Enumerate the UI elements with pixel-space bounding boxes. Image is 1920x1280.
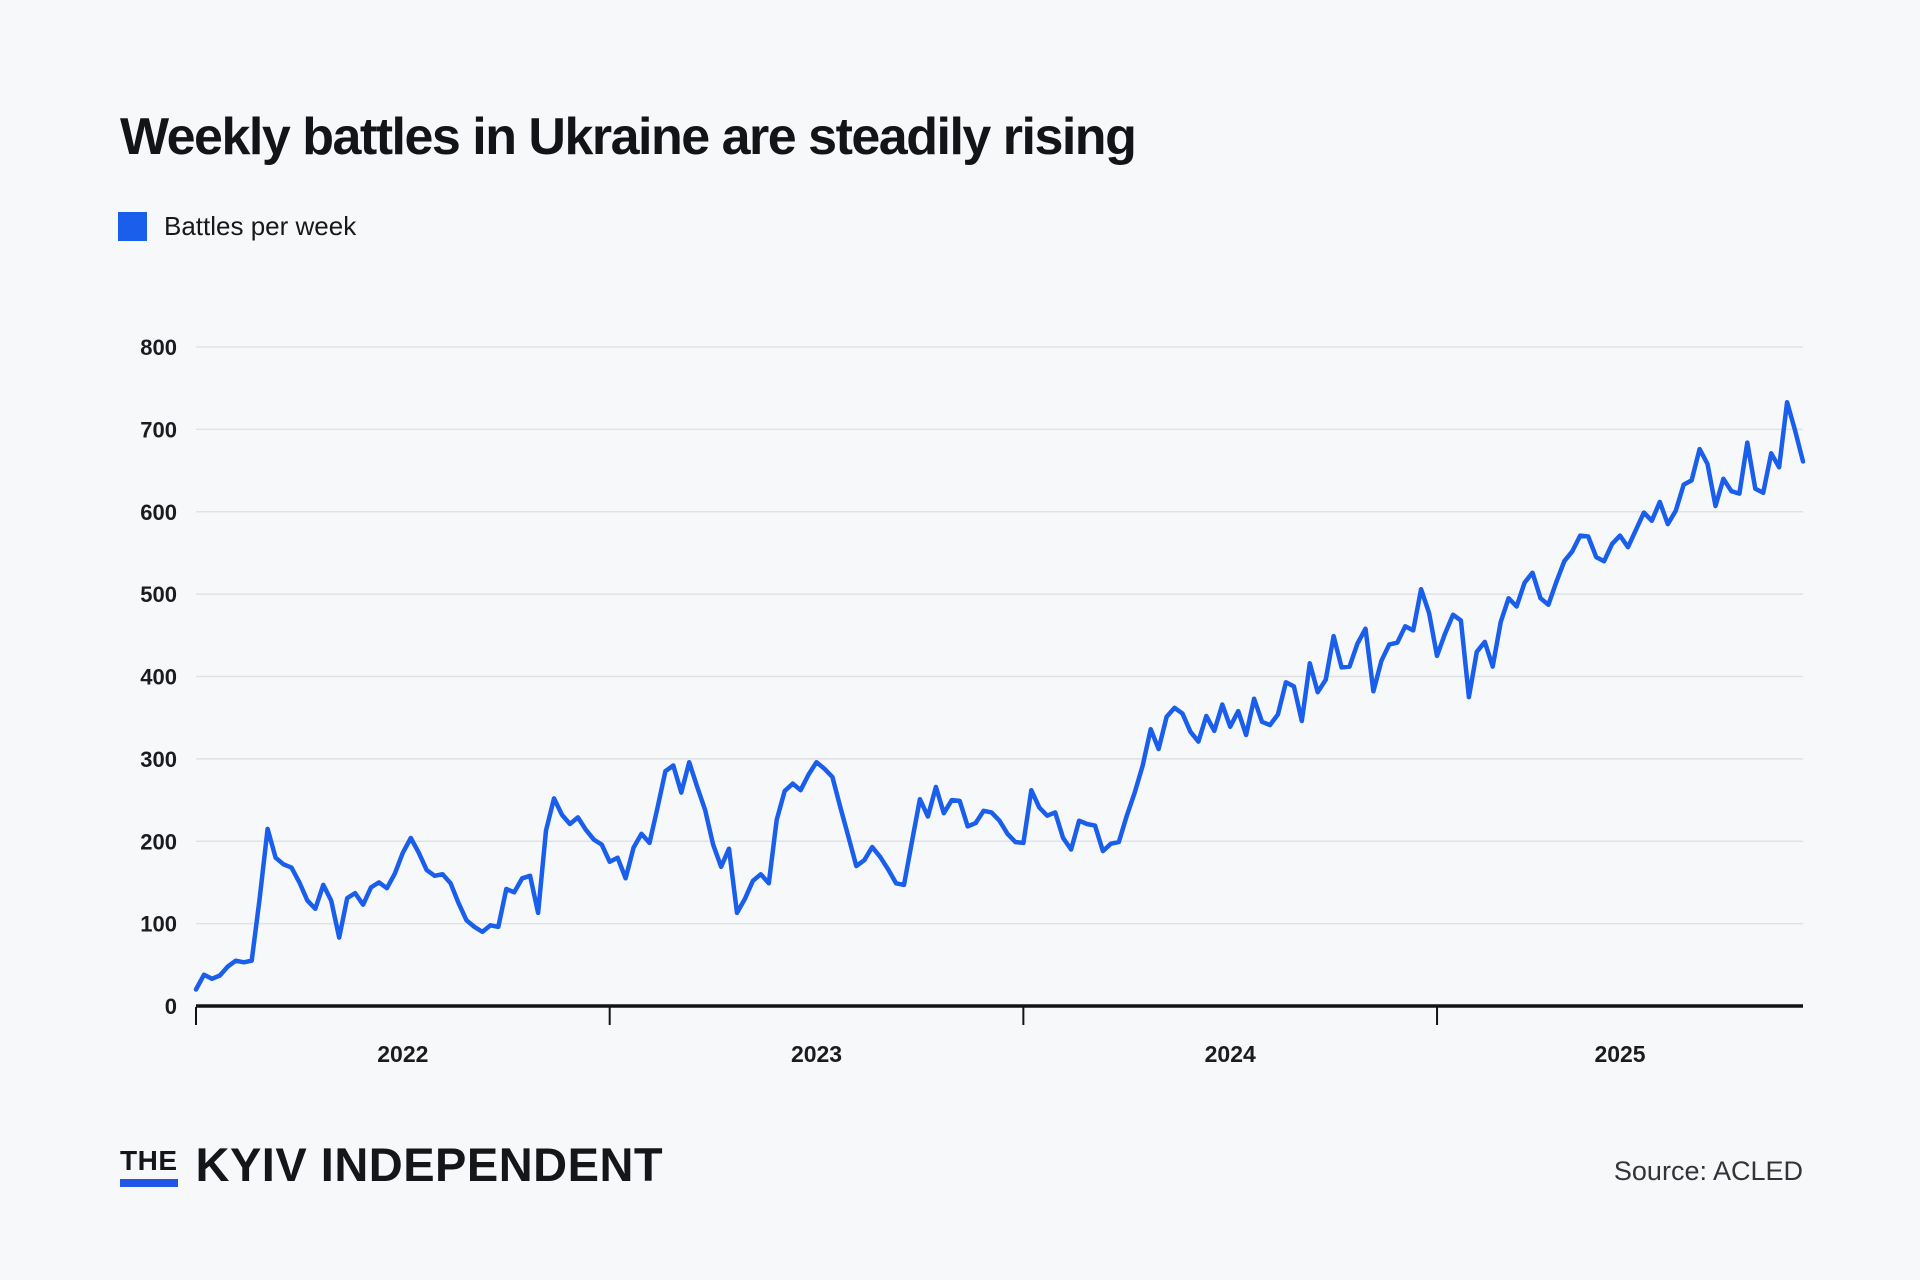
chart-legend: Battles per week — [118, 211, 356, 242]
logo-the-block: THE — [120, 1146, 178, 1187]
y-tick-label: 500 — [140, 582, 177, 607]
logo-blue-underline — [120, 1179, 178, 1187]
y-tick-label: 100 — [140, 912, 177, 937]
page-title: Weekly battles in Ukraine are steadily r… — [120, 107, 1137, 166]
kyiv-independent-logo: THE KYIV INDEPENDENT — [120, 1141, 663, 1188]
legend-label: Battles per week — [164, 211, 357, 241]
chart-line — [193, 399, 1806, 992]
x-tick-label: 2025 — [1594, 1041, 1645, 1067]
legend-swatch-icon — [118, 212, 147, 241]
x-tick-label: 2022 — [377, 1041, 428, 1067]
x-tick-label: 2024 — [1205, 1041, 1256, 1067]
y-tick-label: 200 — [140, 829, 177, 854]
logo-name-text: KYIV INDEPENDENT — [195, 1138, 664, 1191]
y-tick-label: 0 — [165, 994, 177, 1019]
y-tick-label: 800 — [140, 335, 177, 360]
source-attribution: Source: ACLED — [1613, 1156, 1803, 1186]
y-tick-label: 700 — [140, 417, 177, 442]
y-tick-label: 300 — [140, 747, 177, 772]
y-tick-label: 600 — [140, 500, 177, 525]
x-tick-label: 2023 — [791, 1041, 842, 1067]
logo-the-text: THE — [120, 1145, 178, 1176]
y-tick-label: 400 — [140, 665, 177, 690]
